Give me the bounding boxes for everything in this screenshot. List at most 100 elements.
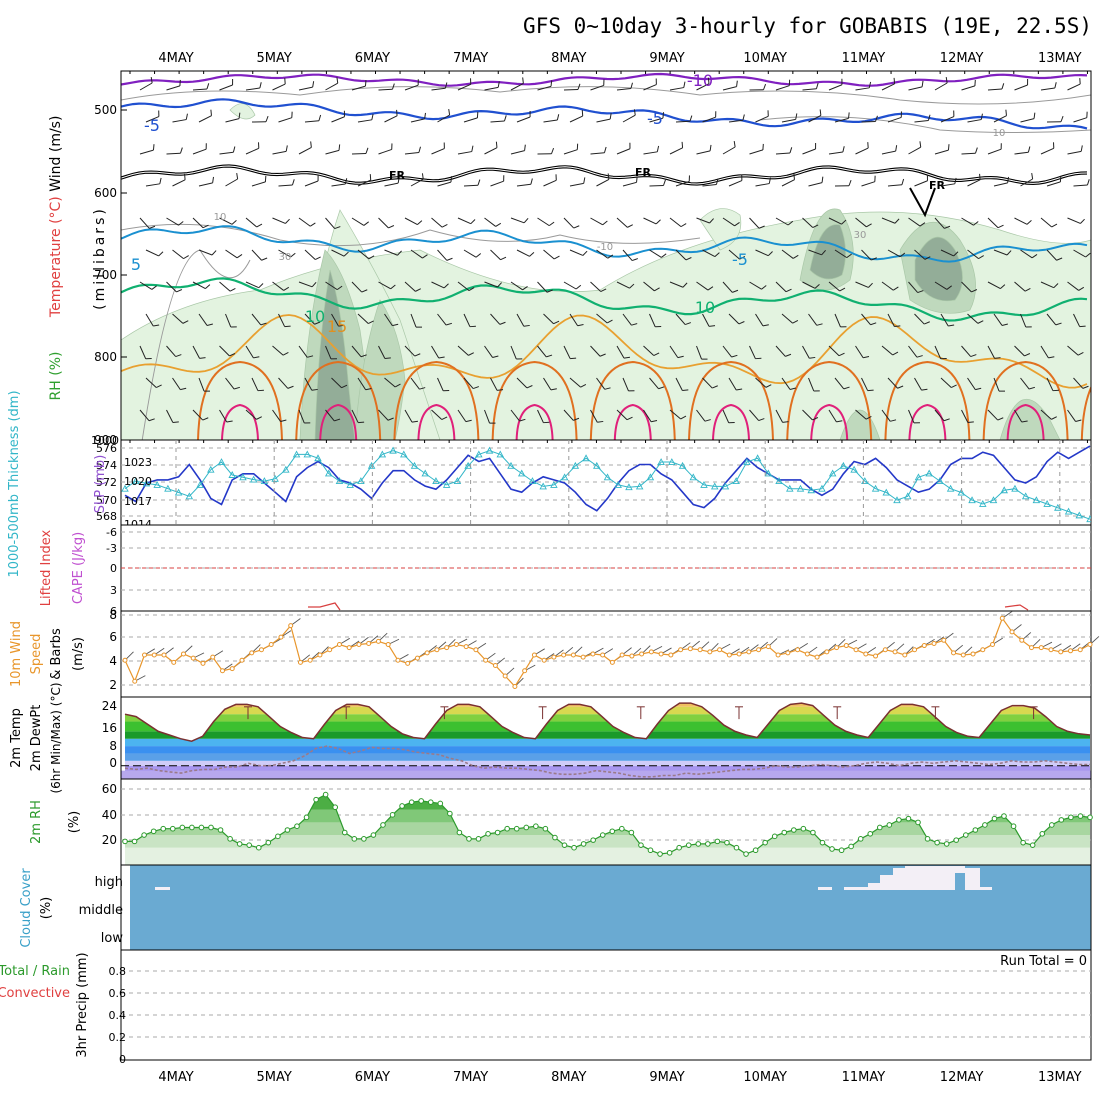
- wind-barb: [563, 281, 577, 290]
- wind-barb-feather: [360, 354, 367, 358]
- day-label-top: 13MAY: [1038, 51, 1082, 66]
- ylabel-dewpt: 2m DewPt: [29, 705, 44, 772]
- wind-barb: [437, 313, 447, 326]
- wind10m-point: [873, 653, 879, 659]
- thickness-point: [442, 480, 451, 488]
- wind10m-point: [297, 659, 303, 665]
- wind-barb: [1040, 345, 1049, 359]
- wind-barb-feather: [392, 323, 399, 327]
- wind-barb-feather: [848, 112, 850, 119]
- wind-barb: [802, 148, 816, 155]
- slp-left-tick: 574: [96, 459, 117, 472]
- rh-point: [771, 833, 778, 840]
- wind-barb-feather: [202, 224, 209, 229]
- warm-dome-orange: [393, 360, 480, 440]
- wind-barb-feather: [709, 144, 712, 151]
- wind-barb: [192, 88, 208, 91]
- wind-barb: [993, 115, 1007, 123]
- wind-barb: [781, 313, 793, 324]
- wind-barb-feather: [550, 80, 553, 87]
- temp-tick: 0: [109, 756, 117, 770]
- wind-barb-feather: [732, 289, 739, 293]
- wind-barb-feather: [921, 80, 924, 87]
- wind-barb-feather: [529, 251, 535, 257]
- wind-barb-feather: [152, 144, 155, 151]
- rh-point: [466, 836, 472, 842]
- wind-barb: [516, 313, 525, 327]
- wind10m-point: [999, 615, 1005, 621]
- wind-barb: [490, 313, 501, 325]
- thickness-point: [357, 477, 365, 485]
- wind10m-point: [229, 666, 235, 672]
- wind-barb: [569, 115, 583, 123]
- wind-barb-feather: [680, 223, 687, 228]
- wind-barb: [145, 249, 159, 257]
- warm-dome-magenta: [221, 403, 259, 440]
- wind-barb-feather: [812, 417, 819, 421]
- wind-barb: [622, 181, 637, 187]
- rh-point: [953, 837, 960, 843]
- wind10m-point: [200, 660, 206, 666]
- cape-tick: 3: [110, 584, 117, 597]
- rh-shade-region: [229, 103, 256, 120]
- wind-barb: [596, 313, 608, 324]
- cloud-tick: middle: [79, 903, 123, 918]
- wind-barb: [802, 217, 814, 228]
- wind10m-point: [951, 650, 957, 656]
- thickness-point: [131, 477, 140, 485]
- temp-band: [125, 753, 1090, 761]
- wind-barb-feather: [689, 115, 693, 122]
- wind-barb: [325, 217, 336, 229]
- thickness-point: [142, 479, 151, 487]
- wind-barb: [251, 249, 262, 261]
- wind-barb: [590, 409, 598, 423]
- wind-barb: [643, 84, 657, 91]
- wind-barb: [808, 182, 823, 187]
- wind-barb-feather: [178, 221, 184, 226]
- wind-barb: [563, 409, 574, 421]
- wind-barb-feather: [256, 223, 263, 228]
- wind-barb: [967, 179, 981, 187]
- wind-barb-feather: [231, 219, 237, 225]
- wind-barb: [775, 345, 786, 357]
- wind-barb: [702, 184, 717, 187]
- wind-barb-feather: [924, 256, 931, 260]
- wind-barb-feather: [522, 285, 528, 291]
- wind-barb-feather: [651, 420, 658, 423]
- precip-tick: 0.4: [109, 1009, 127, 1022]
- temp2m-panel: 24 16 8 0: [102, 696, 1092, 780]
- wind-barb-feather: [388, 225, 395, 229]
- precip-tick: 0.2: [109, 1031, 127, 1044]
- wind-barb-feather: [495, 222, 502, 227]
- thickness-point: [228, 471, 236, 478]
- rh-point: [189, 824, 195, 831]
- wind-barb-feather: [758, 418, 765, 422]
- temp-low-band: [121, 770, 1091, 779]
- wind-barb: [914, 180, 928, 187]
- wind-barb-feather: [290, 252, 296, 258]
- wind-barb: [722, 86, 737, 91]
- temp-band: [125, 738, 1090, 747]
- wind10m-point: [1068, 648, 1074, 654]
- thickness-point: [828, 469, 837, 477]
- wind-barb-feather: [158, 251, 164, 257]
- wind-barb-feather: [205, 284, 211, 289]
- wind-barb-feather: [156, 384, 162, 388]
- thickness-point: [550, 480, 558, 488]
- day-label-bottom: 4MAY: [158, 1070, 193, 1085]
- rh-point: [609, 828, 616, 835]
- wind-barb: [749, 409, 760, 421]
- wind-barb-feather: [445, 322, 453, 326]
- rh-point: [752, 847, 759, 854]
- wind10m-point: [902, 652, 908, 658]
- wind-barb-feather: [765, 384, 772, 388]
- rh-tick: 40: [102, 808, 117, 822]
- wind-barb: [702, 377, 713, 389]
- thickness-point: [539, 482, 547, 490]
- thickness-point: [1032, 496, 1041, 504]
- wind-tick: 2: [109, 678, 117, 692]
- rh-point: [208, 824, 214, 831]
- wind-barb: [987, 217, 999, 229]
- wind-barb-feather: [441, 223, 448, 228]
- wind-barb: [145, 313, 154, 327]
